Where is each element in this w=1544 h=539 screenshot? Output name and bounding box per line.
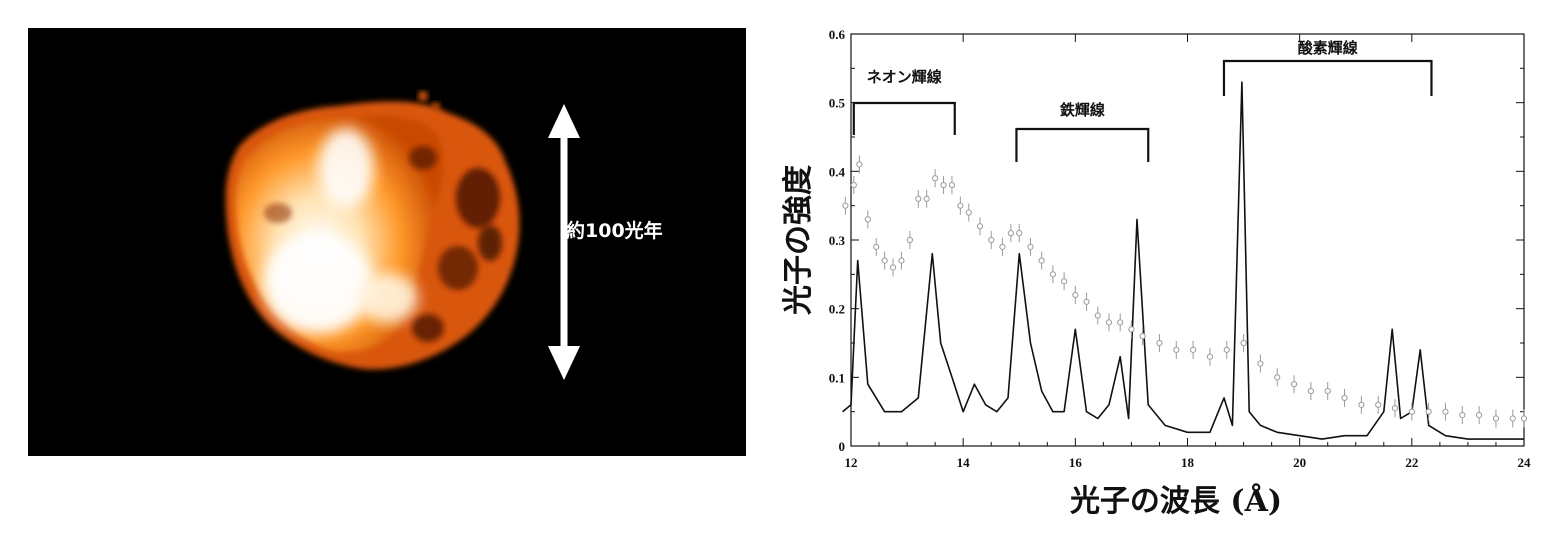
data-point <box>940 181 947 189</box>
data-point <box>1190 346 1197 353</box>
x-tick-label: 22 <box>1405 455 1418 470</box>
y-tick-label: 0.4 <box>829 164 846 179</box>
data-point <box>881 257 888 264</box>
data-point <box>988 236 995 244</box>
data-point <box>873 243 880 250</box>
data-point <box>923 195 930 202</box>
spectrum-line-series <box>842 81 1524 440</box>
data-point <box>856 161 863 168</box>
x-tick-label: 24 <box>1518 455 1532 470</box>
data-point <box>965 209 972 216</box>
y-tick-label: 0.6 <box>829 27 846 42</box>
y-tick-label: 0.3 <box>829 233 846 248</box>
remnant-image-graphic <box>225 91 580 380</box>
data-point <box>1156 339 1163 347</box>
data-point <box>1094 312 1101 319</box>
data-point <box>1324 387 1331 395</box>
x-tick-label: 14 <box>957 455 971 470</box>
data-point <box>1139 333 1146 340</box>
data-point <box>1049 271 1056 278</box>
data-point <box>999 243 1006 250</box>
y-tick-label: 0.2 <box>829 302 845 317</box>
data-point <box>1290 381 1298 388</box>
data-point <box>864 216 871 223</box>
data-point <box>1016 230 1023 237</box>
data-point <box>1083 298 1090 305</box>
data-point <box>915 195 922 202</box>
data-point <box>1375 401 1382 408</box>
data-point <box>1476 412 1483 419</box>
data-point <box>1027 243 1034 250</box>
data-point <box>1307 387 1314 395</box>
plot-frame <box>850 33 1525 447</box>
data-point <box>976 223 984 230</box>
annotation-label: ネオン輝線 <box>867 68 942 86</box>
x-tick-label: 16 <box>1069 455 1083 470</box>
data-point <box>1223 346 1230 353</box>
data-point <box>906 236 913 244</box>
data-point <box>1358 401 1365 408</box>
x-tick-label: 18 <box>1181 455 1195 470</box>
data-point <box>948 181 956 189</box>
data-point <box>898 257 905 264</box>
x-axis-title: 光子の波長 (Å) <box>1070 483 1282 519</box>
data-point <box>1459 412 1466 419</box>
data-point <box>1391 405 1399 412</box>
annotation-bracket <box>1015 127 1150 162</box>
spectrum-chart: 12 14 16 18 20 22 24 0 0.1 0.2 0.3 0.4 0.5 0.6 ネオン輝線鉄… <box>781 27 1532 519</box>
data-point <box>1072 291 1079 299</box>
x-tick-label: 12 <box>845 455 858 470</box>
data-point <box>932 175 939 182</box>
y-tick-label: 0.1 <box>829 370 845 385</box>
data-point <box>1274 374 1281 381</box>
annotation-bracket <box>1222 59 1433 96</box>
xray-remnant-image <box>28 28 746 456</box>
data-point <box>1408 408 1415 415</box>
scale-label: 約100光年 <box>566 220 663 242</box>
data-point <box>889 264 897 271</box>
data-point <box>1117 319 1124 326</box>
data-point <box>1240 339 1247 347</box>
data-point <box>1061 278 1068 285</box>
data-point <box>1509 415 1516 422</box>
data-point <box>1442 408 1449 415</box>
data-point <box>1105 319 1113 326</box>
y-tick-label: 0.5 <box>829 96 846 111</box>
data-point <box>1007 230 1014 237</box>
data-point <box>1173 346 1180 353</box>
data-point <box>1206 353 1214 360</box>
data-point <box>1128 326 1135 333</box>
x-tick-label: 20 <box>1293 455 1306 470</box>
data-point <box>1038 257 1045 264</box>
data-point <box>1257 360 1264 367</box>
annotation-label: 酸素輝線 <box>1298 39 1358 57</box>
y-axis-title: 光子の強度 <box>781 165 816 315</box>
data-point <box>1341 394 1348 402</box>
data-point <box>1520 415 1528 422</box>
data-point <box>850 181 857 189</box>
annotation-label: 鉄輝線 <box>1060 101 1105 119</box>
annotation-bracket <box>852 101 956 135</box>
data-point <box>1492 415 1500 422</box>
y-tick-label: 0 <box>839 439 846 454</box>
data-point <box>1425 408 1432 415</box>
data-point <box>957 202 964 209</box>
data-point <box>842 202 849 209</box>
